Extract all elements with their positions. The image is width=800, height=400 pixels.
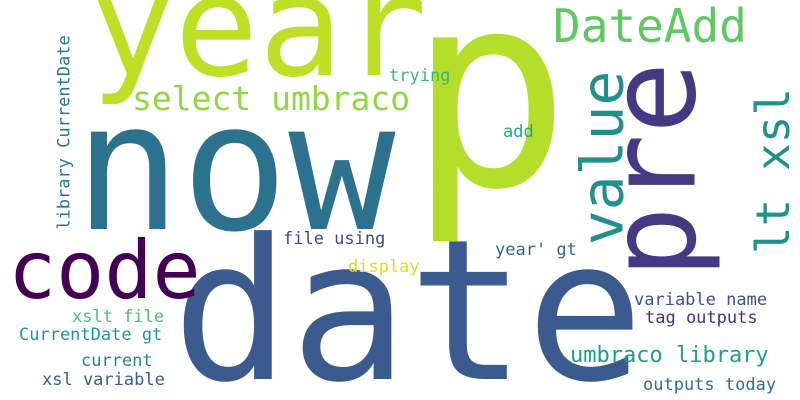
word-year: year [90, 0, 428, 109]
word-xsl-variable: xsl variable [42, 370, 165, 390]
word-outputs-today: outputs today [643, 375, 777, 395]
word-code: code [8, 224, 201, 317]
word-p: p [408, 0, 571, 249]
word-umbraco-library: umbraco library [570, 343, 769, 368]
word-display: display [348, 257, 420, 277]
word-tag-outputs: tag outputs [645, 308, 758, 328]
word-library-currentdate: library CurrentDate [54, 35, 75, 230]
word-xslt-file: xslt file [72, 307, 165, 327]
word-variable-name: variable name [634, 290, 768, 310]
word-select-umbraco: select umbraco [132, 79, 411, 118]
word-current: current [81, 351, 153, 371]
word-now: now [74, 64, 396, 271]
word-lt-xsl: lt xsl [746, 87, 800, 255]
word-file-using: file using [283, 229, 386, 249]
word-add: add [503, 122, 534, 142]
word-dateadd: DateAdd [553, 0, 747, 53]
word-year-gt: year' gt [495, 240, 577, 260]
word-date: date [172, 198, 645, 400]
word-value: value [568, 70, 637, 246]
word-trying: trying [389, 66, 451, 86]
word-currentdate-gt: CurrentDate gt [19, 325, 163, 345]
